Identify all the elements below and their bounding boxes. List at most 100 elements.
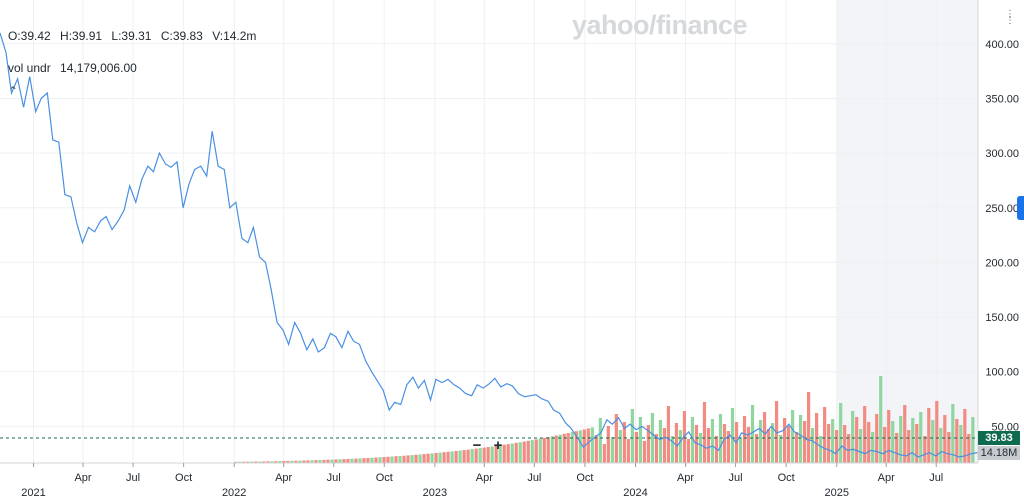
scroll-handle[interactable] [1017,196,1024,220]
volume-bar [410,455,414,463]
volume-bar [558,434,562,463]
volume-bar [670,436,675,463]
volume-bar [394,456,398,463]
volume-bar [306,460,310,463]
x-tick-label: 2025 [824,487,848,499]
volume-bar [827,424,831,463]
volume-bar [967,434,971,463]
volume-bar [442,452,446,463]
volume-bar [418,454,422,463]
volume-bar [370,457,374,463]
y-tick-label: 200.00 [985,257,1019,269]
volume-bar [730,408,735,463]
volume-bar [514,442,518,463]
ohlc-readout: O:39.42 H:39.91 L:39.31 C:39.83 V:14.2m [8,29,262,43]
volume-bar [742,416,747,463]
volume-bar [690,417,695,463]
volume-bar [390,456,394,463]
volume-bar [338,459,342,463]
volume-bar [943,415,947,463]
collapse-chevron-icon[interactable]: ⌃ [8,84,19,98]
volume-bar [462,450,466,463]
volume-bar [706,428,711,463]
price-line [0,32,979,458]
volume-bar [887,410,891,463]
x-tick-label: Jul [729,472,743,484]
volume-bar [863,406,867,463]
volume-bar [374,457,378,463]
volume-bar [835,430,839,463]
volume-bar [398,456,402,463]
volume-bar [534,439,538,463]
volume-bar [490,446,494,463]
volume-bar [638,417,642,463]
x-tick-label: Jul [327,472,341,484]
volume-bar [686,439,691,463]
x-tick-label: Oct [778,472,795,484]
volume-bar [454,451,458,463]
volume-bar [654,434,658,463]
volume-bar [630,409,634,463]
y-tick-label: 400.00 [985,39,1019,51]
volume-bar [758,420,763,463]
volume-indicator-label: vol undr [8,61,51,75]
shaded-period [836,0,978,463]
volume-bar [939,428,943,463]
volume-bar [646,425,650,463]
volume-bar [895,433,899,463]
volume-bar [778,435,783,463]
volume-bar [290,460,294,463]
volume-bar [642,441,646,463]
volume-bar [899,416,903,463]
y-tick-label: 300.00 [985,148,1019,160]
volume-bar [238,461,242,463]
x-tick-label: Apr [878,472,895,484]
volume-bar [959,425,963,463]
volume-bar [422,454,426,463]
volume-value: V:14.2m [212,29,257,43]
zoom-in-button[interactable]: + [493,437,503,454]
volume-bar [302,460,306,463]
volume-bar [811,428,815,463]
volume-bar [662,428,667,463]
y-tick-label: 250.00 [985,203,1019,215]
volume-bar [590,427,594,463]
volume-bar [382,457,386,463]
x-tick-label: Oct [175,472,192,484]
volume-bar [298,460,302,463]
volume-bar [782,418,787,463]
open-value: O:39.42 [8,29,51,43]
volume-bar [286,460,290,463]
volume-bar [803,421,807,463]
current-volume-tag: 14.18M [978,446,1020,460]
volume-bar [843,425,847,463]
drag-grip-icon[interactable]: ⋮ ⋮ [1005,9,1015,26]
volume-bar [510,443,514,463]
volume-bar [622,422,626,463]
volume-bar [859,429,863,463]
volume-bar [278,461,282,463]
volume-bar [334,459,338,463]
volume-bar [546,437,550,463]
volume-bar [927,408,931,463]
x-tick-label: Apr [677,472,694,484]
volume-bar [438,452,442,463]
volume-bar [254,461,258,463]
volume-bar [923,436,927,463]
y-tick-label: 150.00 [985,312,1019,324]
grid-lines [0,0,978,463]
volume-bar [314,460,318,463]
close-value: C:39.83 [160,29,203,43]
volume-bar [402,455,406,463]
volume-bar [522,441,526,463]
zoom-out-button[interactable]: − [472,437,482,454]
volume-bar [426,453,430,463]
x-tick-label: 2021 [21,487,45,499]
volume-bar [434,453,438,463]
x-tick-label: Apr [476,472,493,484]
volume-bar [282,461,286,463]
volume-bar [310,460,314,463]
volume-indicator[interactable]: vol undr 14,179,006.00 [8,61,143,75]
volume-bar [626,439,630,463]
